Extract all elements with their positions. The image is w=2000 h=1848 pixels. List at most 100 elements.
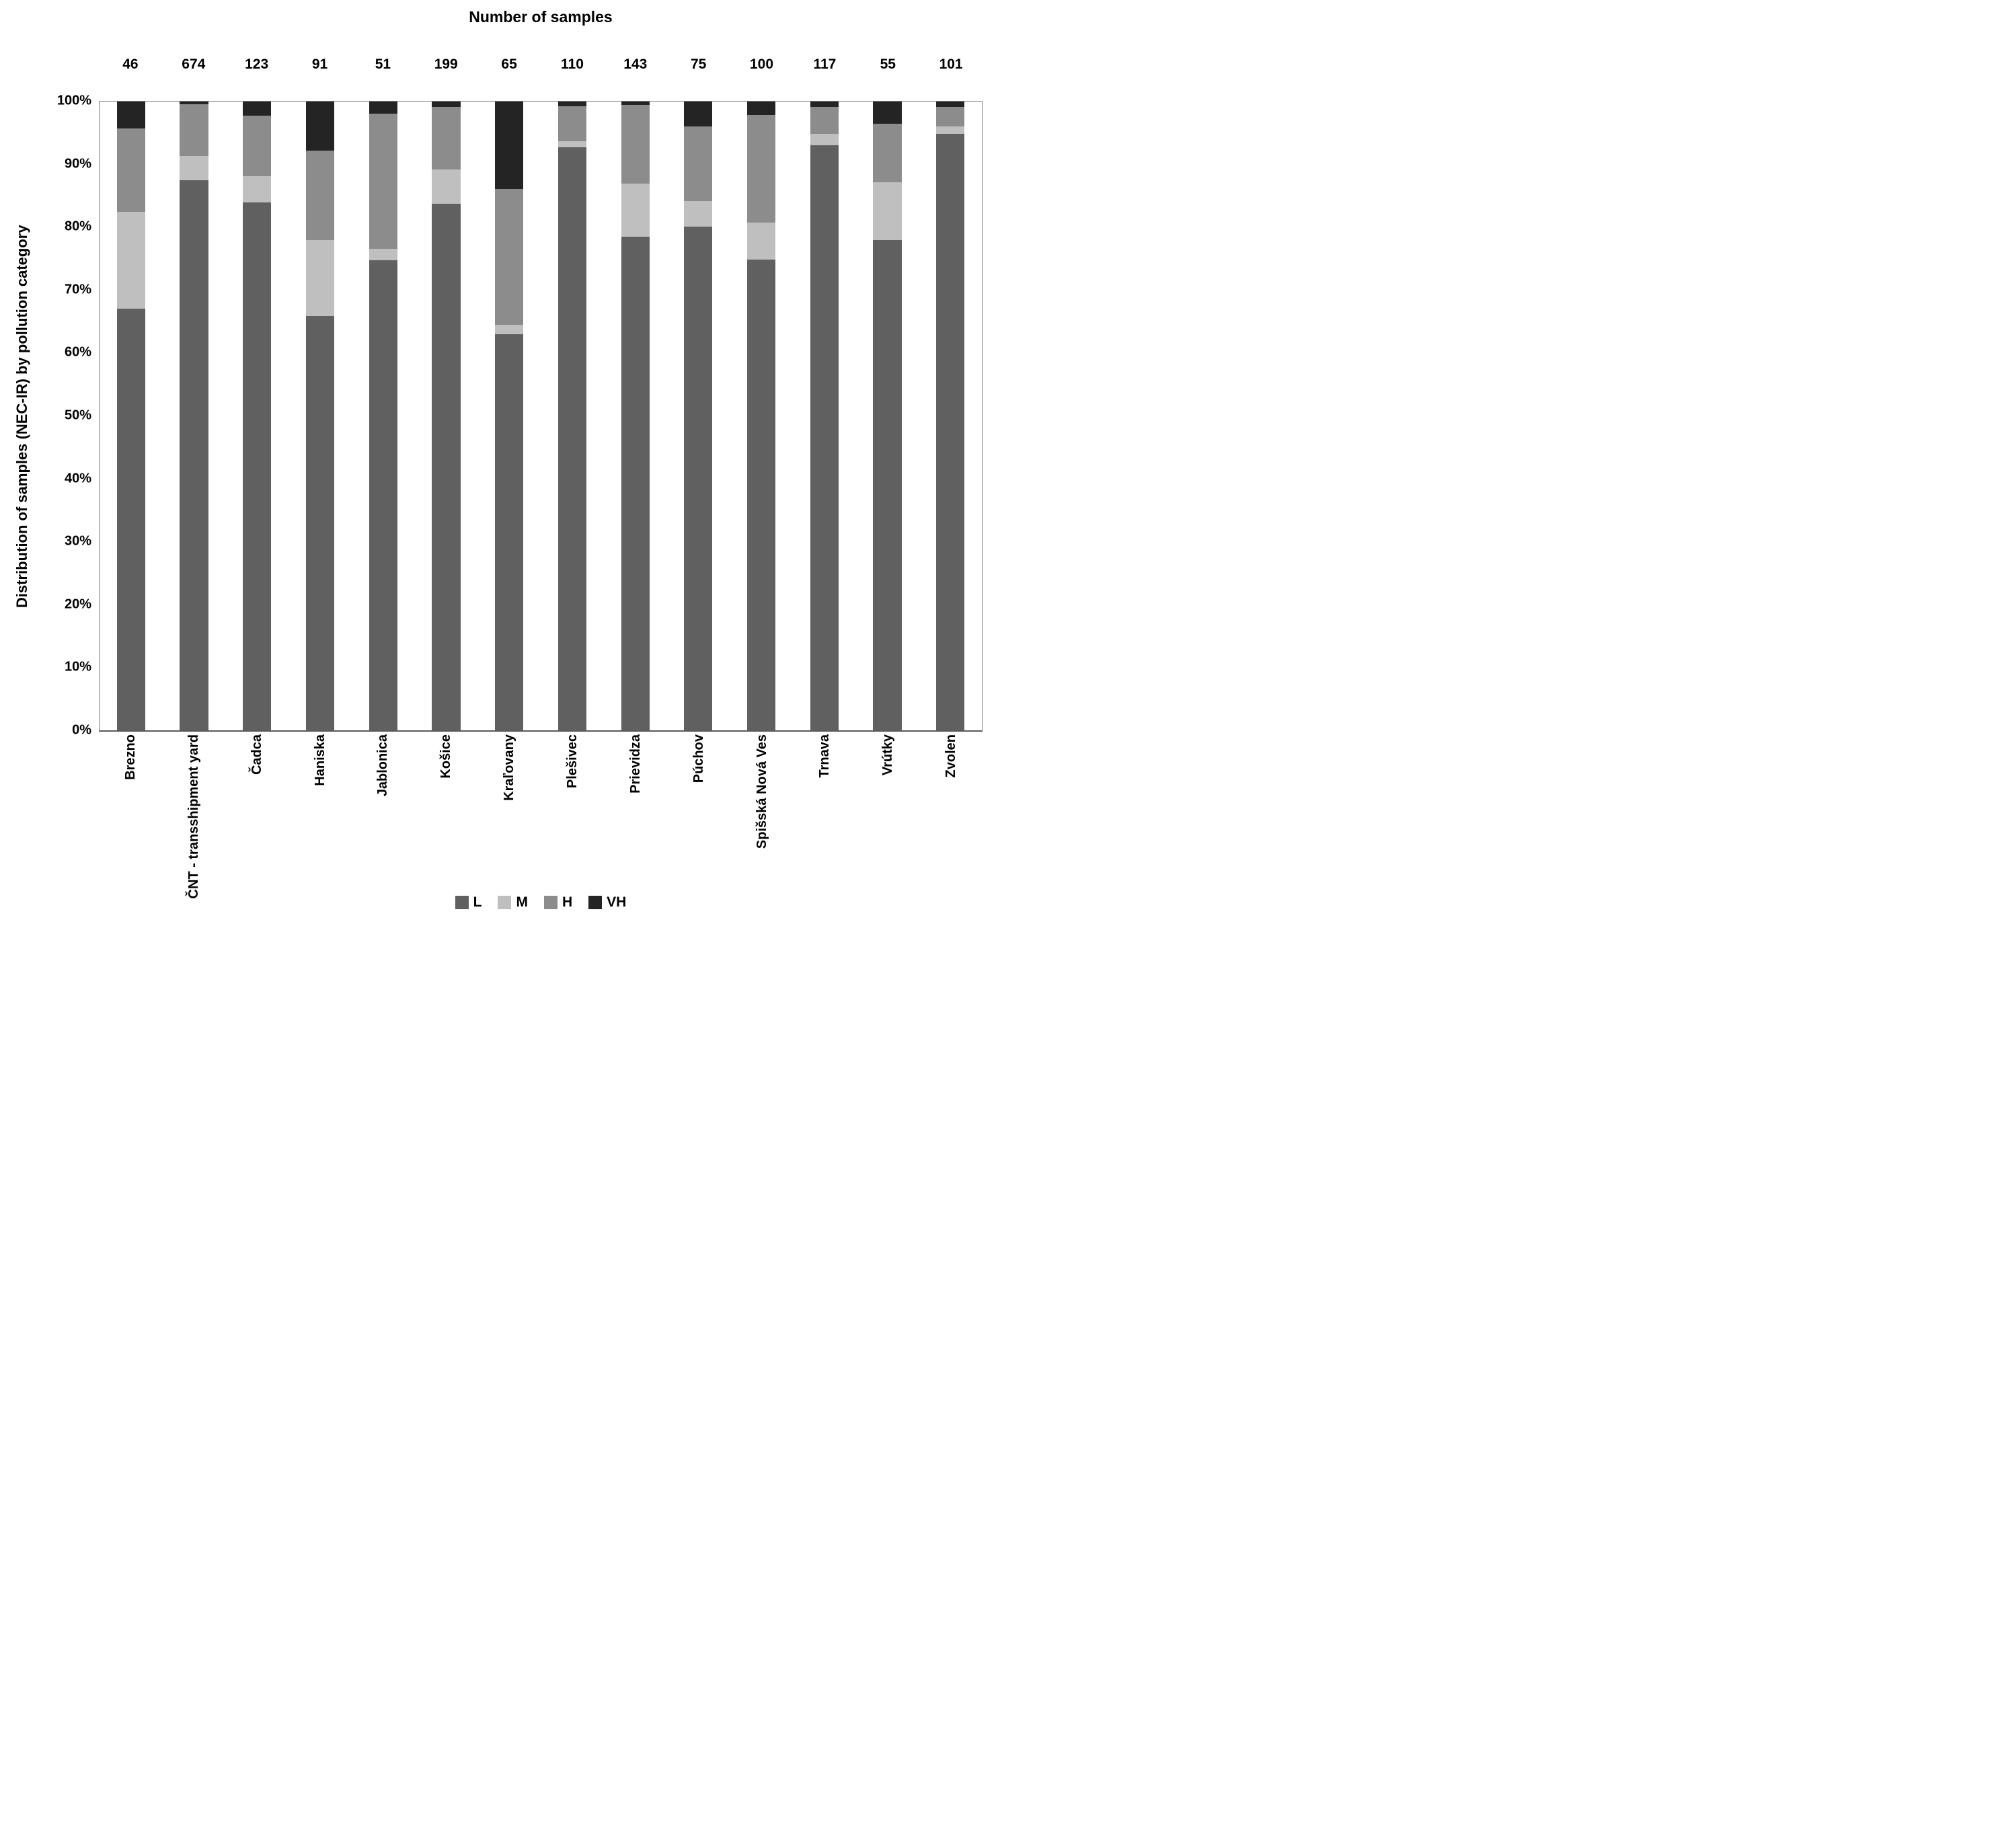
x-category-label: Haniska	[312, 734, 328, 786]
x-label-slot: Vrútky	[856, 734, 919, 896]
stacked-bar-Čadca	[243, 102, 272, 730]
bar-segment-L	[116, 308, 145, 730]
bar-segment-M	[369, 248, 397, 260]
bar-segment-VH	[243, 102, 272, 116]
stacked-bar-Spišská Nová Ves	[746, 102, 776, 730]
bar-segment-M	[305, 239, 335, 316]
sample-count-label: 143	[623, 56, 648, 72]
legend-swatch-VH	[588, 896, 603, 909]
bar-segment-VH	[369, 102, 397, 114]
x-label-slot: Jablonica	[351, 734, 414, 896]
y-tick-label: 20%	[64, 596, 91, 612]
bar-segment-VH	[684, 102, 713, 126]
bar-segment-L	[180, 180, 208, 730]
sample-count-label: 674	[182, 56, 206, 72]
x-label-slot: Čadca	[225, 734, 289, 896]
sample-count-label: 101	[939, 56, 963, 72]
y-tick-label: 10%	[64, 659, 91, 675]
stacked-bar-Púchov	[684, 102, 713, 730]
stacked-bar-Prievidza	[621, 102, 650, 730]
x-label-slot: ČNT - transshipment yard	[162, 734, 225, 899]
bar-slot	[225, 102, 289, 730]
x-category-label: Jablonica	[375, 734, 391, 797]
legend: L M H VH	[99, 894, 983, 911]
bar-segment-L	[936, 133, 965, 730]
chart-title: Number of samples	[469, 8, 613, 26]
bar-segment-H	[684, 126, 713, 201]
bar-segment-M	[432, 169, 461, 204]
legend-swatch-L	[455, 896, 469, 909]
x-category-label: Trnava	[817, 734, 833, 778]
legend-item-L: L	[455, 894, 482, 911]
bar-segment-VH	[746, 102, 776, 115]
bar-segment-M	[746, 222, 776, 260]
x-category-label: Košice	[438, 734, 454, 779]
bar-slot	[919, 102, 982, 730]
legend-item-VH: VH	[588, 894, 626, 911]
bar-segment-H	[810, 107, 839, 134]
bar-slot	[477, 102, 541, 730]
legend-swatch-H	[543, 896, 557, 909]
bar-segment-M	[495, 324, 524, 334]
x-category-label: Plešivec	[564, 734, 580, 789]
bar-segment-VH	[116, 102, 145, 129]
stacked-bar-Brezno	[116, 102, 145, 730]
y-tick-label: 40%	[64, 471, 91, 486]
sample-count-label: 51	[375, 56, 391, 72]
x-label-slot: Púchov	[667, 734, 730, 896]
bar-segment-VH	[873, 102, 902, 124]
y-tick-label: 70%	[64, 282, 91, 297]
bar-segment-H	[180, 104, 208, 157]
bar-segment-L	[873, 239, 902, 730]
x-category-label: ČNT - transshipment yard	[186, 734, 201, 899]
stacked-bar-Košice	[432, 102, 461, 730]
bar-segment-H	[305, 150, 335, 240]
sample-count-label: 55	[880, 56, 896, 72]
bar-slot	[604, 102, 667, 730]
bar-segment-L	[684, 227, 713, 730]
y-tick-label: 0%	[72, 722, 91, 738]
x-category-label: Prievidza	[627, 734, 643, 794]
bar-slot	[856, 102, 919, 730]
x-category-label: Brezno	[122, 734, 138, 780]
stacked-bar-Haniska	[305, 102, 335, 730]
y-axis-tick-labels: 0% 10% 20% 30% 40% 50% 60% 70% 80% 90% 100%	[0, 93, 94, 738]
legend-label-L: L	[473, 894, 482, 910]
stacked-bar-Zvolen	[936, 102, 965, 730]
bar-segment-M	[810, 133, 839, 146]
y-tick-label: 60%	[64, 344, 91, 360]
bar-segment-M	[557, 141, 586, 148]
bar-segment-M	[243, 176, 272, 202]
bar-segment-L	[369, 260, 397, 730]
bar-slot	[415, 102, 478, 730]
bar-segment-VH	[557, 102, 586, 106]
bar-segment-H	[873, 123, 902, 182]
bar-segment-H	[936, 107, 965, 127]
sample-count-label: 75	[690, 56, 707, 72]
legend-item-H: H	[543, 894, 572, 911]
bar-slot	[289, 102, 352, 730]
bar-segment-L	[557, 147, 586, 730]
sample-count-label: 110	[561, 56, 584, 72]
bar-segment-M	[180, 156, 208, 180]
bar-segment-VH	[432, 102, 461, 108]
x-label-slot: Zvolen	[919, 734, 983, 896]
bar-segment-L	[746, 259, 776, 730]
x-category-label: Púchov	[691, 734, 706, 783]
bar-segment-M	[936, 126, 965, 134]
bar-segment-H	[432, 107, 461, 169]
bar-slot	[352, 102, 415, 730]
bar-segment-M	[116, 211, 145, 309]
bar-segment-VH	[180, 102, 208, 104]
x-label-slot: Košice	[414, 734, 477, 896]
x-category-label: Zvolen	[944, 734, 959, 778]
sample-count-label: 117	[813, 56, 837, 72]
sample-count-label: 65	[501, 56, 517, 72]
bar-segment-M	[873, 182, 902, 240]
x-label-slot: Trnava	[793, 734, 856, 896]
bar-segment-M	[621, 183, 650, 237]
bar-segment-L	[305, 315, 335, 730]
sample-count-label: 46	[122, 56, 139, 72]
x-category-label: Spišská Nová Ves	[754, 734, 769, 849]
bar-segment-M	[684, 200, 713, 227]
